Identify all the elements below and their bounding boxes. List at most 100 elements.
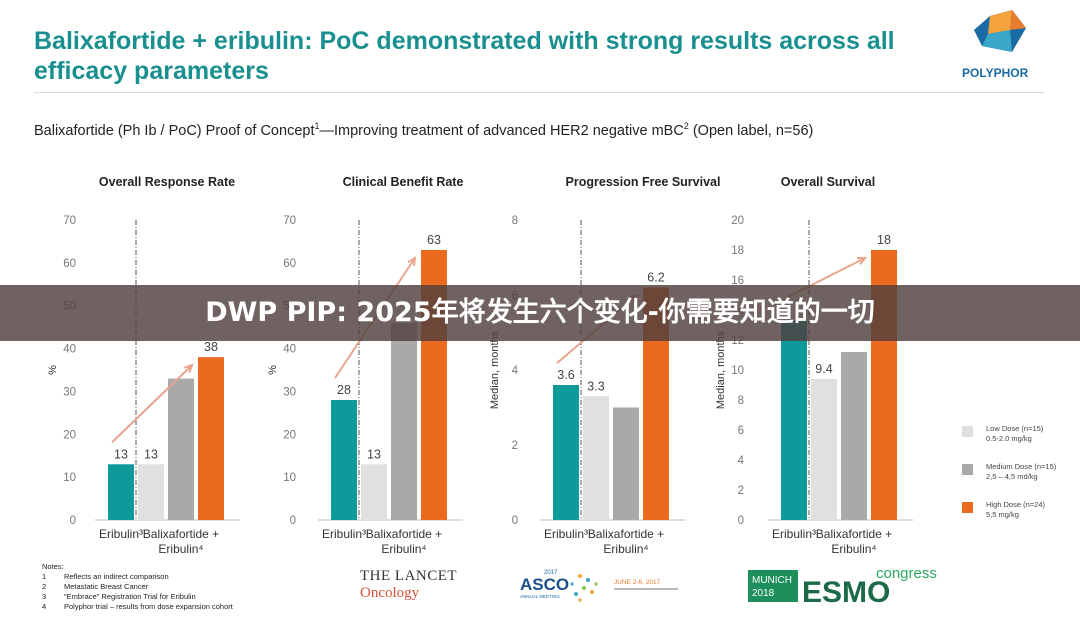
bar-data-label: 9.4 <box>815 362 832 376</box>
bar-medium-dose <box>841 352 867 520</box>
note-text: Reflects an indirect comparison <box>64 572 169 581</box>
lancet-subtitle: Oncology <box>360 585 420 601</box>
lancet-oncology-logo: THE LANCET Oncology <box>360 568 457 602</box>
bar-low-dose <box>361 464 387 520</box>
bar-data-label: 13 <box>144 447 158 461</box>
esmo-name: ESMO <box>802 576 890 606</box>
y-tick-label: 40 <box>283 344 296 356</box>
y-tick-label: 70 <box>283 215 296 227</box>
trend-arrow <box>111 364 193 444</box>
x-group-label: Eribulin³ <box>322 527 366 541</box>
bar-eribulin <box>331 400 357 520</box>
y-tick-label: 30 <box>63 386 76 398</box>
y-tick-label: 10 <box>283 472 296 484</box>
esmo-congress-logo: MUNICH 2018 ESMO congress <box>748 565 937 606</box>
bar-data-label: 28 <box>337 383 351 397</box>
dose-legend: Low Dose (n=15) 0.5-2.0 mg/kg Medium Dos… <box>962 424 1072 538</box>
polyphor-logo-icon <box>974 10 1026 52</box>
legend-dose-medium: 2,5 – 4,5 md/kg <box>986 472 1038 481</box>
x-group-label: Eribulin³ <box>544 527 588 541</box>
trend-arrow-head <box>856 256 868 265</box>
legend-dose-high: 5,5 mg/kg <box>986 510 1019 519</box>
bar-medium-dose <box>613 407 639 520</box>
note-number: 3 <box>42 592 47 601</box>
bar-data-label: 18 <box>877 233 891 247</box>
bar-data-label: 13 <box>114 447 128 461</box>
y-axis-label: Median, months <box>489 330 501 409</box>
subtitle-mid: —Improving treatment of advanced HER2 ne… <box>319 122 684 139</box>
note-text: "Embrace" Registration Trial for Eribuli… <box>64 592 196 601</box>
lancet-title: THE LANCET <box>360 568 458 584</box>
legend-label-medium: Medium Dose (n=15) <box>986 462 1057 471</box>
y-tick-label: 10 <box>63 472 76 484</box>
subtitle: Balixafortide (Ph Ib / PoC) Proof of Con… <box>34 121 813 139</box>
y-axis-label: % <box>47 365 59 375</box>
y-tick-label: 0 <box>512 515 518 527</box>
y-axis-label: Median, months <box>715 330 727 409</box>
x-group-label-line2: Eribulin⁴ <box>603 542 648 556</box>
bar-eribulin <box>108 464 134 520</box>
y-tick-label: 0 <box>70 515 76 527</box>
y-tick-label: 20 <box>731 215 744 227</box>
note-row: 1 Reflects an indirect comparison <box>42 572 302 582</box>
y-tick-label: 20 <box>63 429 76 441</box>
footnotes: Notes: 1 Reflects an indirect comparison … <box>42 562 302 612</box>
y-tick-label: 60 <box>63 258 76 270</box>
x-group-label-line2: Eribulin⁴ <box>158 542 203 556</box>
note-number: 4 <box>42 602 47 611</box>
header-divider <box>34 92 1044 93</box>
bar-eribulin <box>781 320 807 520</box>
legend-swatch-medium <box>962 464 973 475</box>
efficacy-charts: Overall Response Rate010203040506070%131… <box>47 175 913 556</box>
bar-low-dose <box>138 464 164 520</box>
y-axis-label: % <box>267 365 279 375</box>
bar-data-label: 13 <box>367 447 381 461</box>
y-tick-label: 2 <box>738 485 744 497</box>
notes-heading: Notes: <box>42 562 64 571</box>
legend-item-low-dose: Low Dose (n=15) 0.5-2.0 mg/kg <box>962 424 1072 462</box>
subtitle-main: Balixafortide (Ph Ib / PoC) Proof of Con… <box>34 122 315 139</box>
y-tick-label: 70 <box>63 215 76 227</box>
x-group-label-line1: Balixafortide + <box>143 527 219 541</box>
asco-year: 2017 <box>544 570 558 576</box>
trend-arrow-head <box>184 363 194 373</box>
y-tick-label: 0 <box>738 515 744 527</box>
y-tick-label: 60 <box>283 258 296 270</box>
y-tick-label: 20 <box>283 429 296 441</box>
note-text: Polyphor trial – results from dose expan… <box>64 602 233 611</box>
legend-label-high: High Dose (n=24) <box>986 500 1045 509</box>
x-group-label-line2: Eribulin⁴ <box>831 542 876 556</box>
subtitle-footnote-2: 2 <box>683 121 689 131</box>
bar-medium-dose <box>391 322 417 520</box>
bar-data-label: 6.2 <box>647 271 664 285</box>
bar-data-label: 3.6 <box>557 368 574 382</box>
asco-dates: JUNE 2-6, 2017 <box>614 579 661 586</box>
x-group-label-line2: Eribulin⁴ <box>381 542 426 556</box>
bar-low-dose <box>583 396 609 520</box>
asco-dots-icon <box>570 574 598 602</box>
y-tick-label: 4 <box>738 455 745 467</box>
legend-swatch-low <box>962 426 973 437</box>
note-number: 2 <box>42 582 47 591</box>
overlay-banner-text: DWP PIP: 2025年将发生六个变化-你需要知道的一切 <box>205 297 875 328</box>
y-tick-label: 2 <box>512 440 518 452</box>
logo-text: POLYPHOR <box>962 66 1029 80</box>
y-tick-label: 6 <box>738 425 744 437</box>
y-tick-label: 40 <box>63 344 76 356</box>
y-tick-label: 4 <box>512 365 519 377</box>
y-tick-label: 18 <box>731 245 744 257</box>
bar-high-dose <box>198 357 224 520</box>
asco-logo: 2017 ASCO ANNUAL MEETING JUNE 2-6, 2017 <box>520 570 678 602</box>
legend-dose-low: 0.5-2.0 mg/kg <box>986 434 1032 443</box>
legend-item-high-dose: High Dose (n=24) 5,5 mg/kg <box>962 500 1072 538</box>
x-group-label-line1: Balixafortide + <box>588 527 664 541</box>
esmo-city-box <box>748 570 798 602</box>
esmo-congress: congress <box>876 565 937 582</box>
x-group-label: Eribulin³ <box>99 527 143 541</box>
trend-arrow-head <box>407 256 417 267</box>
bar-data-label: 3.3 <box>587 379 604 393</box>
bar-data-label: 63 <box>427 233 441 247</box>
asco-name: ASCO <box>520 575 569 594</box>
bar-low-dose <box>811 379 837 520</box>
esmo-year: 2018 <box>752 588 775 599</box>
